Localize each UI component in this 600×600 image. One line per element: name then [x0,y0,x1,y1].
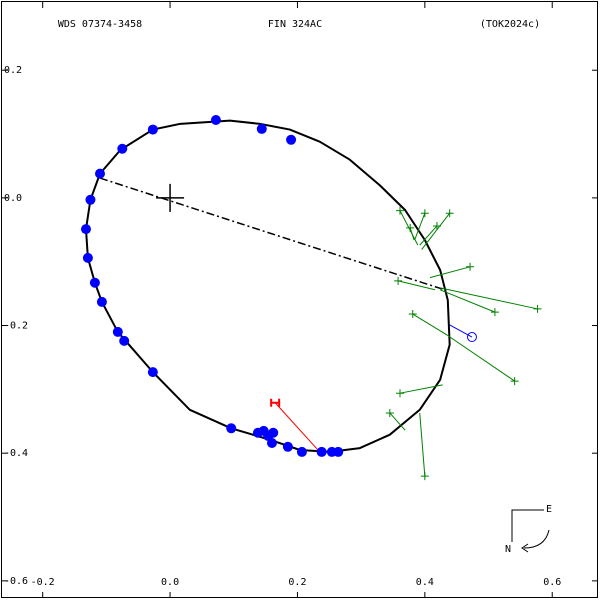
residual-line [446,334,515,382]
residual-line [419,225,438,246]
residual-line [409,227,415,241]
orbit [84,119,451,453]
x-tick-label: -0.2 [31,577,55,588]
secondary-point [533,304,542,313]
secondary-point [420,472,429,481]
observation [112,326,123,337]
observation [80,224,91,235]
observation [316,446,327,457]
compass-north: N [505,544,511,555]
secondary-point [406,223,415,232]
observation [266,437,277,448]
observation [256,123,267,134]
secondary-point [408,310,417,319]
line-of-nodes [99,177,445,291]
x-tick-label: 0.2 [288,577,306,588]
x-tick-label: 0.0 [161,577,179,588]
chart-title: FIN 324AC [268,19,322,30]
residual-line [449,324,473,338]
y-tick-label: -0.4 [4,448,28,459]
residual-line [274,402,321,453]
residual-line [414,213,426,241]
observation [147,367,158,378]
compass-east: E [546,504,552,515]
residual-line [429,266,471,279]
secondary-point [396,206,404,215]
observation [82,252,93,263]
compass-arrow [523,529,550,549]
secondary-point [490,308,499,317]
x-tick-label: 0.6 [543,577,561,588]
observation [95,168,105,179]
y-tick-label: -0.6 [4,576,28,587]
residual-line [419,412,426,477]
residual-line [439,289,496,313]
y-tick-label: 0.0 [4,193,22,204]
y-tick-label: 0.2 [4,65,22,76]
open-point [466,332,477,343]
residual-line [399,384,443,394]
observation [147,124,158,135]
observation [226,423,237,434]
secondary-point [396,389,404,398]
primary [156,183,185,212]
rejected-point [270,398,281,407]
residual-line [421,212,451,250]
observation [117,143,128,154]
title-left: WDS 07374-3458 [58,19,142,30]
observation [333,446,344,457]
y-tick-label: -0.2 [4,321,28,332]
residual-line [412,313,448,336]
observation [210,115,221,125]
observation [296,446,307,457]
title-right: (TOK2024c) [480,19,540,30]
observation [286,134,297,145]
residual-line [389,412,406,431]
secondary-point [394,276,403,285]
compass-arrow-head [521,543,529,553]
residual-line [397,280,436,291]
compass: E N [505,504,552,555]
observation [96,296,107,307]
secondary-point [385,408,394,417]
secondary-point [420,209,429,218]
observation [268,427,279,438]
secondary-point [445,209,454,218]
observation [119,335,130,346]
residual-line [440,287,538,310]
observation [89,277,100,288]
secondary-point [466,262,475,271]
x-tick-label: 0.4 [416,577,434,588]
observation [85,194,96,205]
observation [282,441,293,452]
secondary-point [510,377,519,386]
compass-axes [511,509,544,542]
